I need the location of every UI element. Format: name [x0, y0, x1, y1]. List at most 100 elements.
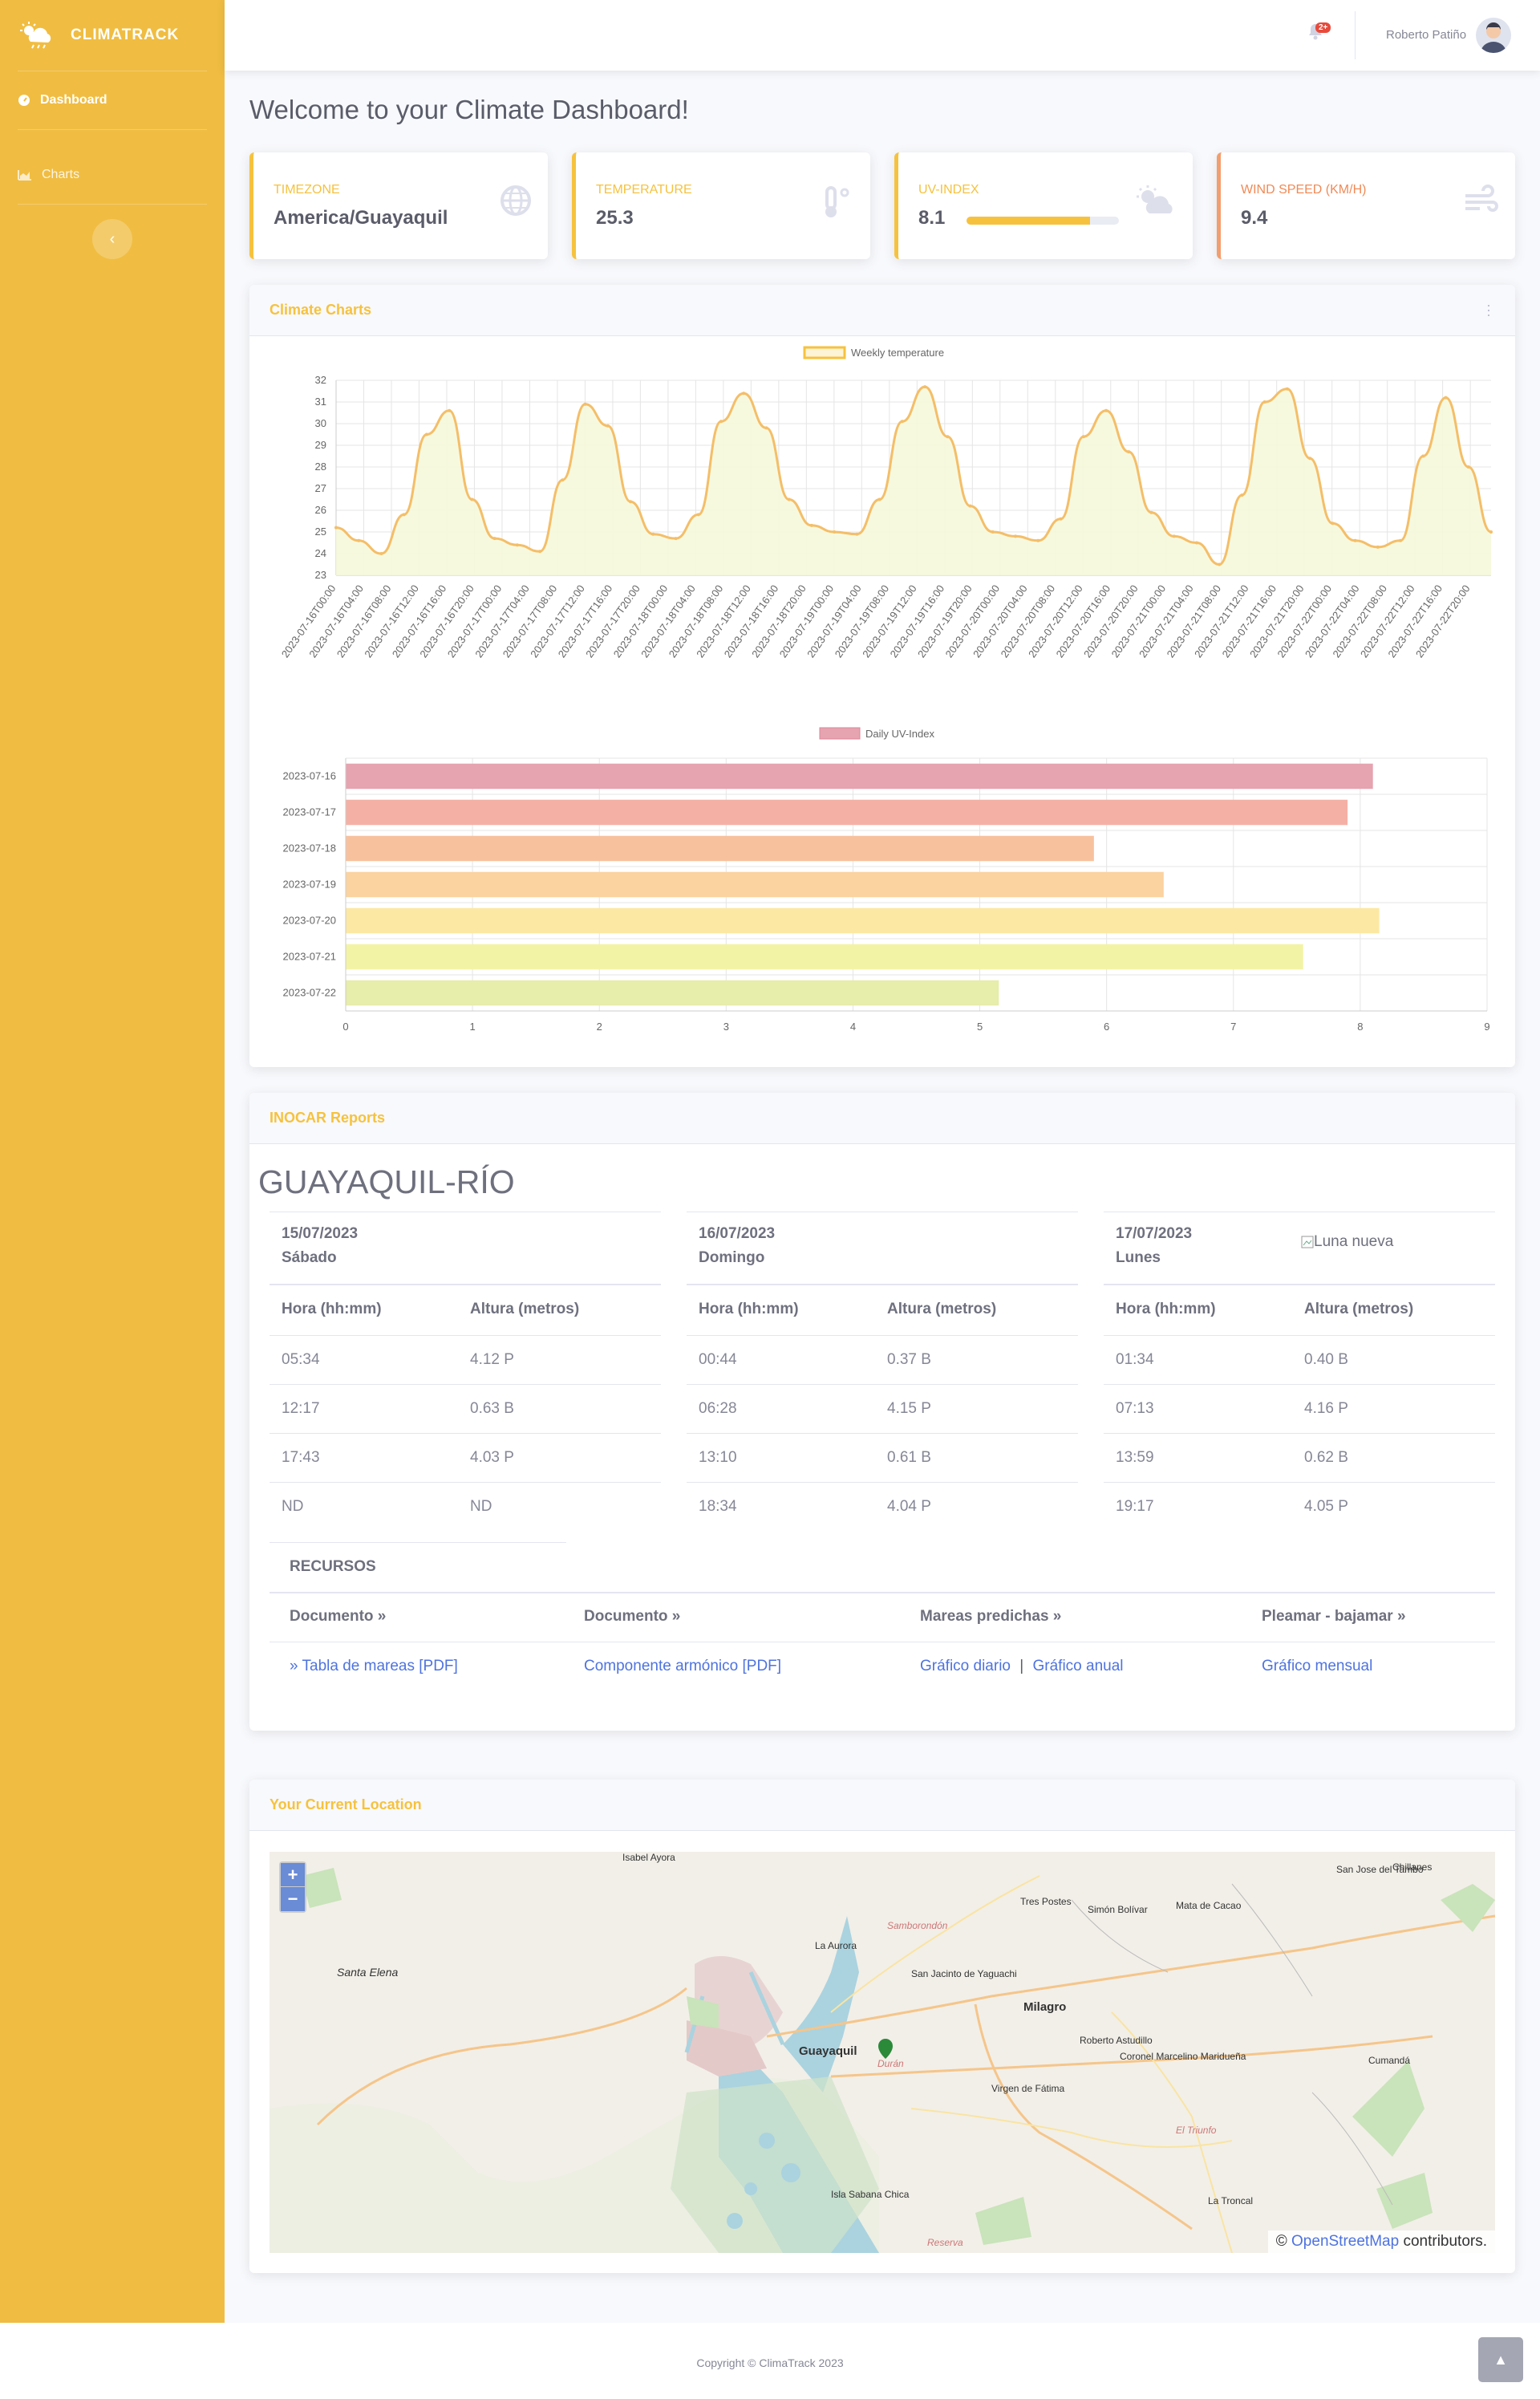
map-place-label: Chillanes: [1392, 1861, 1433, 1873]
openstreetmap-link[interactable]: OpenStreetMap: [1291, 2233, 1400, 2250]
x-tick-label: 6: [1104, 1021, 1109, 1033]
uv-bar: [346, 799, 1348, 826]
tide-hour: 18:34: [699, 1497, 737, 1515]
uv-bar: [346, 907, 1380, 934]
location-map[interactable]: + − Santa Elena Guayaquil Milagro Durán Samb…: [270, 1852, 1495, 2253]
table-row: 06:28 4.15 P: [687, 1384, 1078, 1432]
data-point: [1218, 562, 1222, 566]
sidebar-item-dashboard[interactable]: Dashboard: [0, 71, 225, 129]
stat-card-temperature: TEMPERATURE 25.3: [572, 152, 870, 259]
globe-icon: [500, 185, 531, 216]
resources-header: Documento »: [290, 1608, 387, 1625]
attribution-suffix: contributors.: [1403, 2233, 1487, 2250]
harmonic-component-pdf-link[interactable]: Componente armónico [PDF]: [584, 1657, 782, 1674]
monthly-chart-link[interactable]: Gráfico mensual: [1262, 1657, 1373, 1674]
tide-hour: 01:34: [1116, 1350, 1154, 1368]
data-point: [1240, 493, 1244, 497]
tide-height: 4.03 P: [470, 1448, 514, 1466]
height-header: Altura (metros): [470, 1301, 580, 1317]
sidebar-item-charts[interactable]: Charts: [0, 146, 225, 204]
data-point: [1489, 530, 1493, 534]
card-title: INOCAR Reports: [270, 1110, 386, 1126]
tide-hour: 06:28: [699, 1399, 737, 1417]
data-point: [629, 500, 633, 504]
brand-name: CLIMATRACK: [71, 26, 180, 43]
moon-phase-alt: Luna nueva: [1314, 1233, 1394, 1250]
hour-header: Hora (hh:mm): [699, 1301, 799, 1317]
y-tick-label: 2023-07-20: [283, 915, 337, 927]
map-place-label: Coronel Marcelino Maridueña: [1120, 2051, 1246, 2062]
broken-image-icon: [1301, 1236, 1314, 1248]
stat-card-timezone: TIMEZONE America/Guayaquil: [249, 152, 548, 259]
data-point: [1149, 510, 1153, 514]
tide-height: 0.61 B: [887, 1448, 931, 1466]
x-tick-label: 3: [723, 1021, 729, 1033]
legend-label: Daily UV-Index: [865, 728, 934, 740]
tide-height: 4.12 P: [470, 1350, 514, 1368]
card-header: INOCAR Reports: [249, 1093, 1515, 1144]
hour-header: Hora (hh:mm): [1116, 1301, 1216, 1317]
sidebar-item-label: Charts: [42, 168, 80, 181]
scroll-to-top-button[interactable]: ▲: [1478, 2337, 1523, 2382]
y-tick-label: 2023-07-18: [283, 842, 337, 854]
y-tick-label: 27: [315, 482, 326, 494]
zoom-in-button[interactable]: +: [281, 1863, 305, 1887]
tide-date: 15/07/2023: [282, 1225, 359, 1242]
brand[interactable]: CLIMATRACK: [0, 0, 225, 71]
tide-height: 0.63 B: [470, 1399, 514, 1417]
data-point: [968, 504, 972, 508]
map-place-label: La Troncal: [1208, 2195, 1254, 2206]
data-point: [1421, 454, 1425, 458]
weekly-temperature-chart: Weekly temperature2324252627282930313220…: [279, 346, 1493, 660]
moon-phase-image: Luna nueva: [1301, 1233, 1393, 1251]
legend-swatch: [803, 346, 846, 359]
x-tick-label: 8: [1357, 1021, 1363, 1033]
daily-chart-link[interactable]: Gráfico diario: [920, 1657, 1011, 1674]
map-attribution: © OpenStreetMap contributors.: [1267, 2231, 1495, 2253]
data-point: [583, 402, 587, 406]
stat-value: 9.4: [1241, 207, 1268, 229]
table-row: 12:17 0.63 B: [270, 1384, 661, 1432]
data-point: [379, 552, 383, 555]
wind-icon: [1465, 185, 1498, 212]
sidebar-toggle-button[interactable]: ‹: [92, 219, 132, 259]
y-tick-label: 2023-07-17: [283, 806, 337, 818]
tide-weekday: Domingo: [699, 1249, 765, 1266]
tide-hour: ND: [282, 1497, 304, 1515]
user-name[interactable]: Roberto Patiño: [1386, 28, 1467, 42]
topbar: 2+ Roberto Patiño: [225, 0, 1540, 71]
table-row: 07:13 4.16 P: [1104, 1384, 1495, 1432]
avatar[interactable]: [1476, 18, 1511, 53]
data-point: [1444, 396, 1448, 400]
climate-charts-card: Climate Charts · · · Weekly temperature 23 2…: [249, 285, 1515, 1067]
tide-hour: 00:44: [699, 1350, 737, 1368]
y-tick-label: 29: [315, 439, 326, 451]
y-tick-label: 23: [315, 569, 326, 581]
tide-date: 17/07/2023: [1116, 1225, 1193, 1242]
hour-header: Hora (hh:mm): [282, 1301, 382, 1317]
tide-hour: 12:17: [282, 1399, 320, 1417]
zoom-out-button[interactable]: −: [281, 1887, 305, 1911]
tide-height: 0.40 B: [1304, 1350, 1348, 1368]
data-point: [1127, 450, 1131, 454]
map-place-label: San Jose del Tambo: [1336, 1864, 1424, 1875]
data-point: [561, 478, 565, 482]
map-tiles: [270, 1852, 1495, 2253]
height-header: Altura (metros): [1304, 1301, 1414, 1317]
more-options-icon[interactable]: · · ·: [1486, 297, 1491, 323]
tide-hour: 07:13: [1116, 1399, 1154, 1417]
stat-label: TEMPERATURE: [596, 183, 692, 197]
tide-weekday: Lunes: [1116, 1249, 1161, 1266]
annual-chart-link[interactable]: Gráfico anual: [1032, 1657, 1124, 1674]
chevron-up-icon: ▲: [1493, 2351, 1508, 2368]
map-place-label: Guayaquil: [799, 2044, 857, 2058]
cloud-sun-rain-icon: [20, 22, 51, 49]
tide-table-pdf-link[interactable]: » Tabla de mareas [PDF]: [290, 1657, 458, 1674]
tachometer-icon: [18, 95, 30, 106]
sidebar-divider: [18, 204, 207, 205]
data-point: [696, 513, 700, 517]
thermometer-icon: [825, 186, 849, 217]
tide-height: 4.05 P: [1304, 1497, 1348, 1515]
table-row: ND ND: [270, 1482, 661, 1530]
tide-hour: 13:59: [1116, 1448, 1154, 1466]
